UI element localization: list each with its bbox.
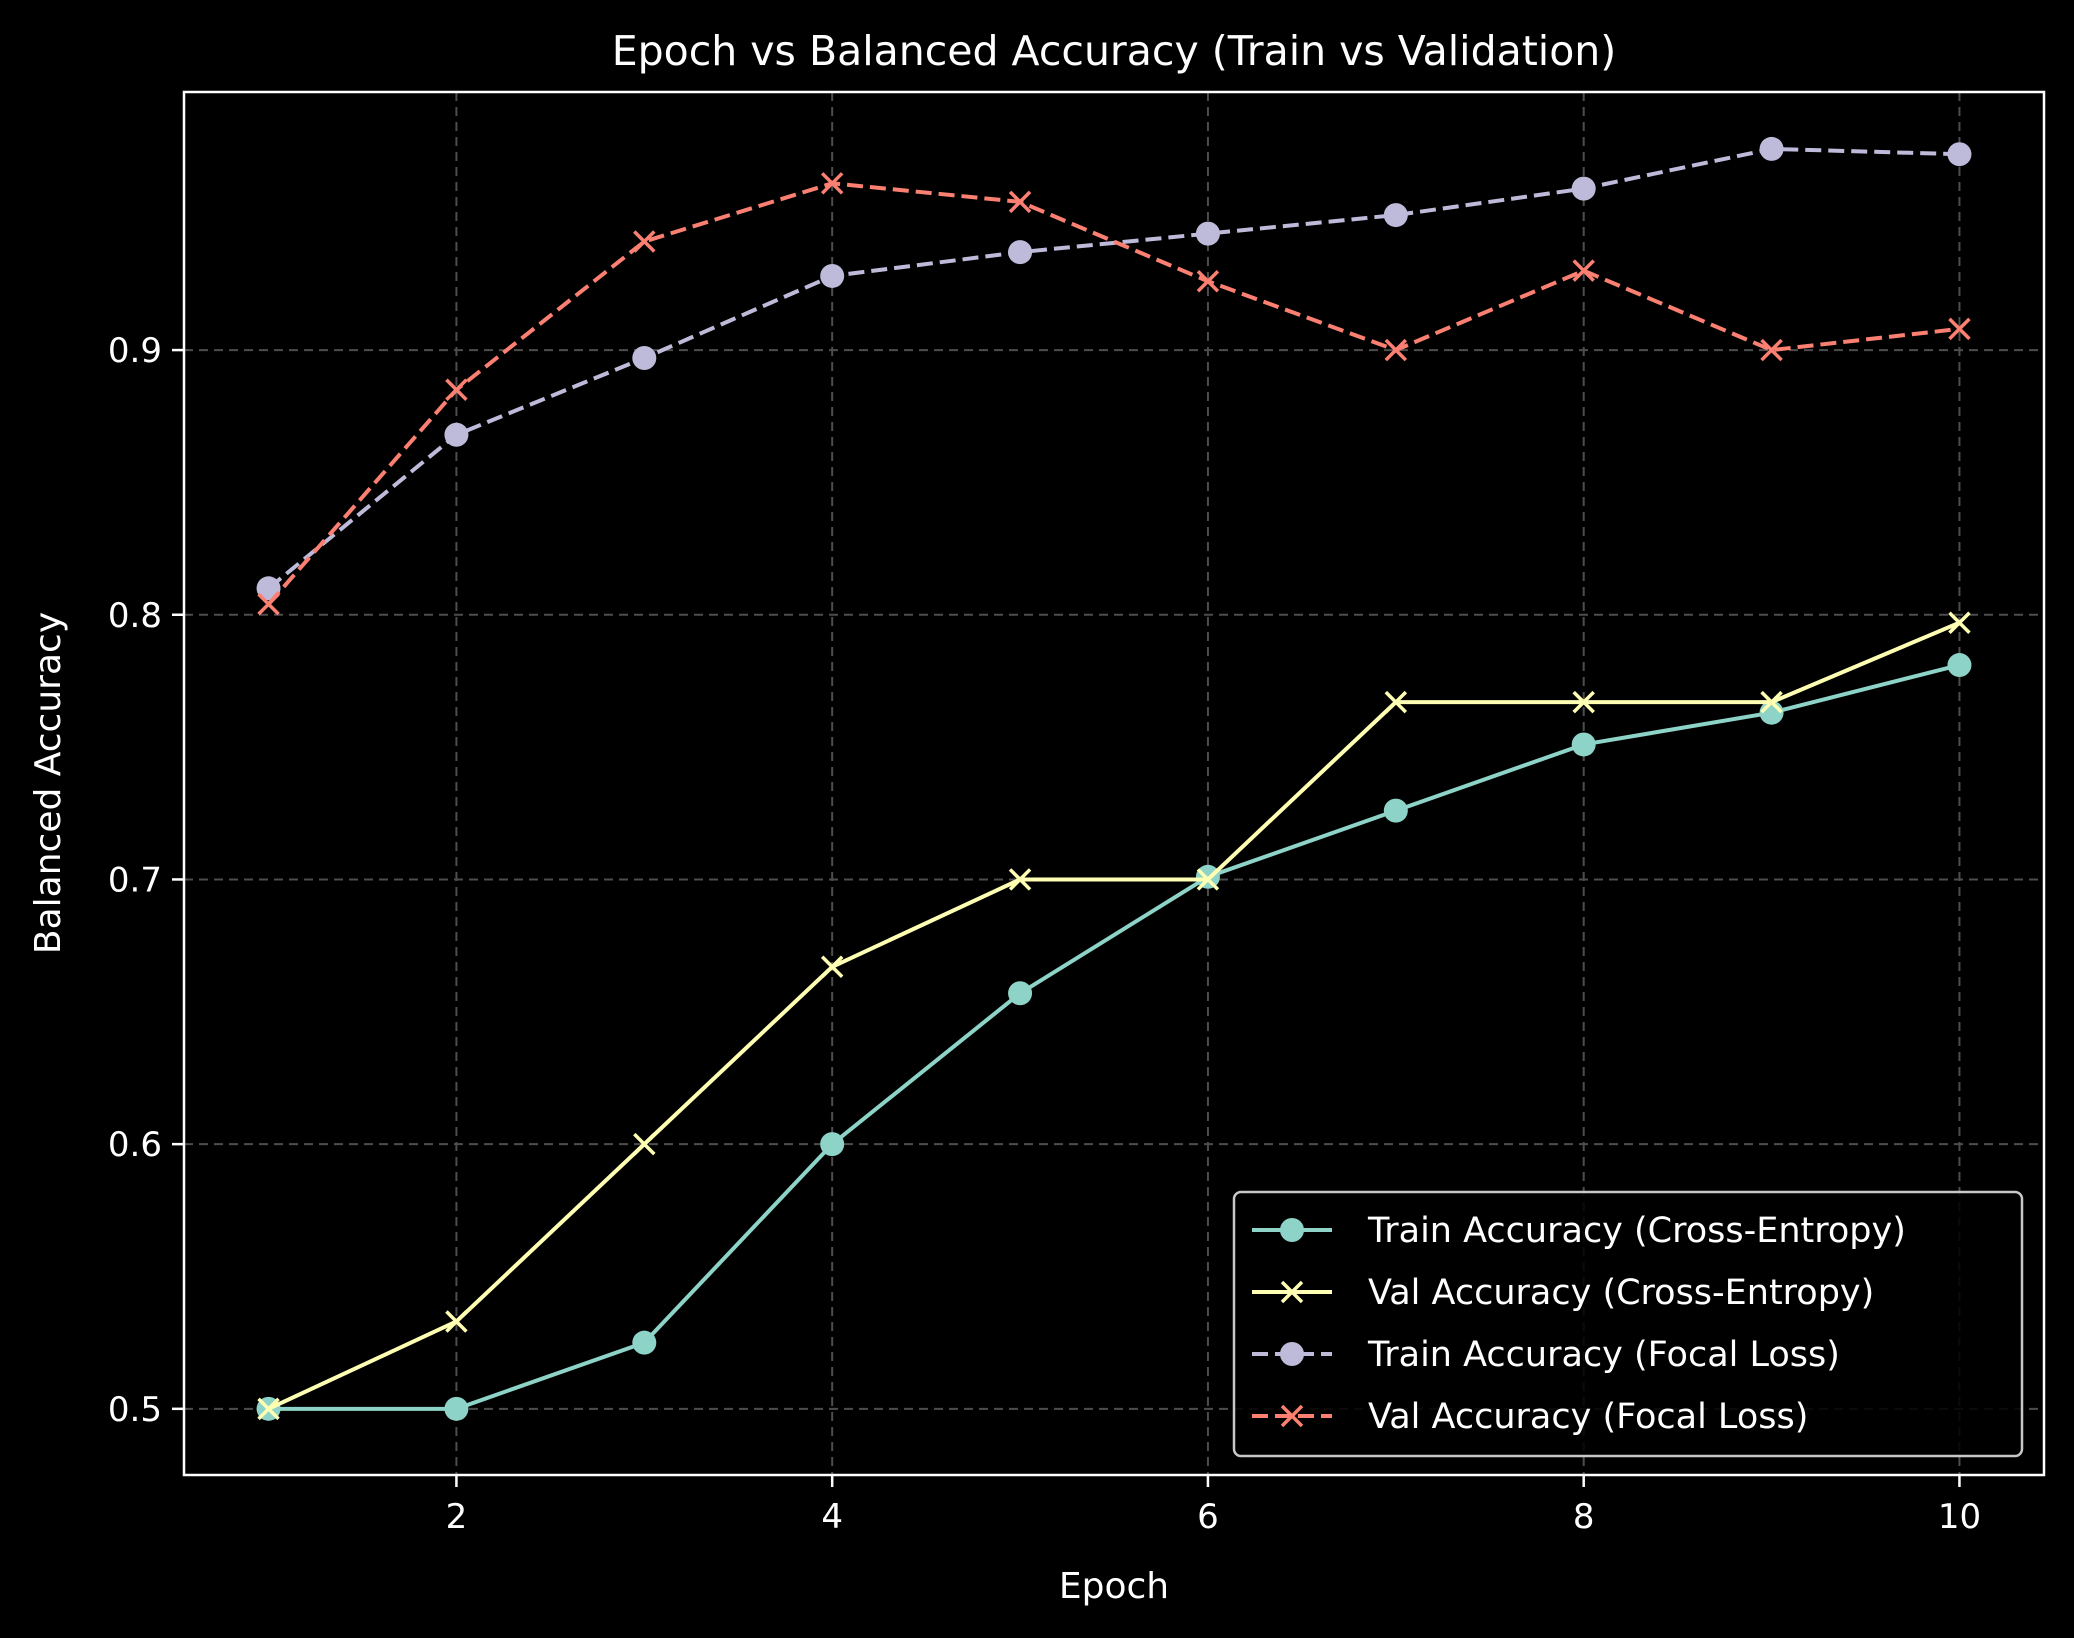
data-point xyxy=(1571,176,1596,201)
y-tick-label: 0.7 xyxy=(108,860,162,900)
legend-entry: Val Accuracy (Focal Loss) xyxy=(1252,1397,1808,1437)
x-tick-label: 4 xyxy=(821,1497,843,1537)
data-point xyxy=(820,172,844,195)
data-point xyxy=(1760,338,1783,362)
plot-frame xyxy=(182,90,2046,1477)
legend-label: Train Accuracy (Cross-Entropy) xyxy=(1367,1211,1906,1251)
y-tick-label: 0.9 xyxy=(108,331,162,371)
series-line xyxy=(267,620,1961,1411)
data-point xyxy=(444,1396,469,1421)
x-axis-label: Epoch xyxy=(1059,1566,1169,1607)
y-axis-label: Balanced Accuracy xyxy=(28,612,69,954)
data-point xyxy=(1196,270,1220,293)
legend: Train Accuracy (Cross-Entropy) Val Accura… xyxy=(1232,1190,2024,1458)
data-point xyxy=(1383,798,1408,823)
legend-label: Train Accuracy (Focal Loss) xyxy=(1367,1335,1840,1375)
data-point xyxy=(1948,317,1971,341)
data-point xyxy=(257,592,280,616)
data-point xyxy=(1008,240,1033,265)
chart-title: Epoch vs Balanced Accuracy (Train vs Val… xyxy=(612,27,1617,75)
y-tick-label: 0.5 xyxy=(108,1390,162,1430)
data-point xyxy=(1572,690,1595,714)
data-point xyxy=(633,1132,656,1156)
legend-marker xyxy=(1280,1280,1304,1304)
legend-marker xyxy=(1280,1218,1304,1242)
data-point xyxy=(1196,868,1220,891)
data-point xyxy=(1760,690,1783,714)
series-4 xyxy=(257,172,1971,616)
y-tick-label: 0.8 xyxy=(108,596,162,636)
data-series xyxy=(256,136,1972,1421)
data-point xyxy=(1008,190,1032,214)
data-point xyxy=(1947,653,1972,678)
series-2 xyxy=(257,611,1971,1421)
legend-marker xyxy=(1280,1404,1304,1428)
data-point xyxy=(445,378,468,402)
data-point xyxy=(1572,259,1595,282)
data-point xyxy=(633,230,656,253)
data-point xyxy=(1571,732,1596,757)
legend-box xyxy=(1232,1190,2024,1458)
data-point xyxy=(1759,136,1784,161)
data-point xyxy=(632,1330,657,1355)
data-point xyxy=(820,1132,845,1157)
legend-entry: Train Accuracy (Focal Loss) xyxy=(1252,1335,1840,1375)
x-tick-label: 10 xyxy=(1938,1497,1981,1537)
data-point xyxy=(1948,611,1971,634)
y-tick-label: 0.6 xyxy=(108,1125,162,1165)
data-point xyxy=(1008,868,1032,891)
legend-entry: Val Accuracy (Cross-Entropy) xyxy=(1252,1273,1874,1313)
data-point xyxy=(257,1397,280,1421)
grid-lines xyxy=(184,92,2044,1475)
data-point xyxy=(1383,203,1408,228)
data-point xyxy=(1195,221,1220,246)
axis-ticks: 2 4 6 8 10 0.5 0.6 0.7 0.8 0.9 xyxy=(108,331,1981,1537)
series-line xyxy=(267,181,1960,606)
data-point xyxy=(632,346,657,371)
data-point xyxy=(1384,690,1408,714)
legend-entry: Train Accuracy (Cross-Entropy) xyxy=(1252,1211,1906,1251)
x-tick-label: 2 xyxy=(446,1497,468,1537)
data-point xyxy=(820,263,845,288)
x-tick-label: 6 xyxy=(1197,1497,1219,1537)
data-point xyxy=(1384,338,1408,362)
data-point xyxy=(1947,142,1972,167)
data-point xyxy=(445,1310,468,1333)
legend-label: Val Accuracy (Focal Loss) xyxy=(1368,1397,1808,1437)
data-point xyxy=(820,955,844,979)
series-line xyxy=(268,663,1960,1411)
legend-marker xyxy=(1280,1342,1304,1366)
legend-label: Val Accuracy (Cross-Entropy) xyxy=(1368,1273,1874,1313)
data-point xyxy=(1008,981,1033,1006)
x-tick-label: 8 xyxy=(1573,1497,1595,1537)
data-point xyxy=(444,422,469,447)
